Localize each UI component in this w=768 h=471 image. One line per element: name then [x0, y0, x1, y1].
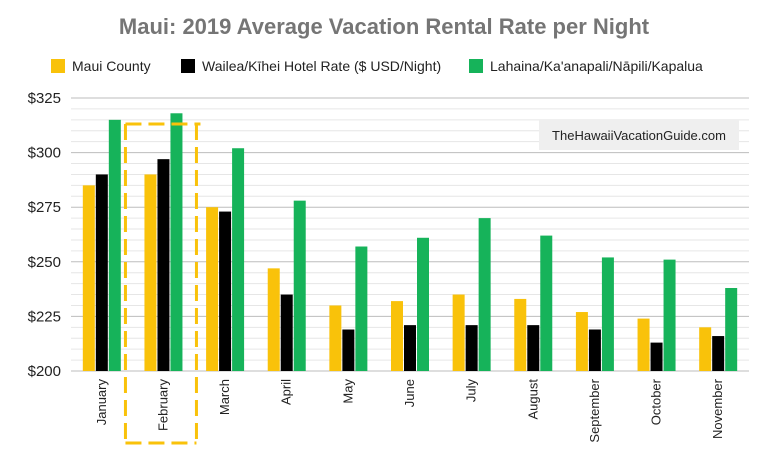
x-tick-label: June [402, 379, 417, 407]
bar-october-series-1 [637, 318, 650, 371]
x-tick-label: October [649, 378, 664, 425]
legend-label: Lahaina/Ka'anapali/Nāpili/Kapalua [490, 58, 703, 74]
bar-may-series-3 [355, 246, 368, 371]
bar-august-series-1 [514, 298, 527, 371]
bar-may-series-1 [329, 305, 342, 371]
bar-march-series-3 [232, 148, 245, 371]
bar-january-series-3 [108, 119, 121, 371]
x-tick-label: March [217, 379, 232, 415]
watermark-text: TheHawaiiVacationGuide.com [552, 128, 726, 143]
legend: Maui County Wailea/Kīhei Hotel Rate ($ US… [51, 58, 703, 74]
y-tick-label: $200 [28, 363, 61, 380]
legend-label: Wailea/Kīhei Hotel Rate ($ USD/Night) [202, 58, 441, 74]
chart-title: Maui: 2019 Average Vacation Rental Rate … [119, 14, 650, 39]
x-tick-label: January [94, 379, 109, 426]
bar-february-series-2 [157, 159, 170, 371]
bar-april-series-2 [280, 294, 293, 371]
bar-october-series-2 [650, 342, 663, 371]
bar-april-series-1 [267, 268, 280, 371]
x-tick-label: April [279, 379, 294, 405]
y-axis-ticks: $200 $225 $250 $275 $300 $325 [28, 90, 61, 380]
bar-june-series-3 [417, 237, 429, 371]
x-tick-label: July [464, 379, 479, 403]
bar-march-series-2 [219, 211, 232, 371]
legend-swatch-lahaina-ka-anapali-n [469, 59, 483, 73]
y-tick-label: $275 [28, 199, 61, 216]
y-tick-label: $325 [28, 90, 61, 107]
bar-february-series-3 [170, 113, 183, 372]
legend-swatch-wailea-k-hei-hotel-r [181, 59, 195, 73]
bar-november-series-2 [712, 336, 725, 371]
y-tick-label: $250 [28, 254, 61, 271]
watermark-background [539, 120, 739, 150]
bar-january-series-1 [82, 185, 95, 371]
bar-july-series-1 [452, 294, 465, 371]
bar-october-series-3 [663, 259, 676, 371]
x-tick-label: November [710, 378, 725, 439]
bar-march-series-1 [206, 207, 219, 371]
bar-february-series-1 [144, 174, 157, 371]
x-axis-ticks: January February March April May June July Augu… [94, 378, 725, 442]
bar-september-series-2 [588, 329, 601, 371]
legend-label: Maui County [72, 58, 151, 74]
bar-november-series-3 [725, 288, 738, 371]
bar-september-series-1 [575, 312, 588, 371]
x-tick-label: May [340, 379, 355, 404]
bar-july-series-2 [465, 325, 478, 371]
bar-september-series-3 [601, 257, 614, 371]
legend-swatch-maui-county [51, 59, 65, 73]
bar-april-series-3 [293, 200, 306, 371]
bar-august-series-3 [540, 235, 553, 371]
bar-july-series-3 [478, 218, 491, 371]
bar-june-series-2 [404, 325, 416, 371]
bar-august-series-2 [527, 325, 540, 371]
bars [82, 113, 738, 372]
february-highlight [123, 122, 201, 445]
watermark: TheHawaiiVacationGuide.com [539, 120, 739, 150]
x-tick-label: February [155, 379, 170, 432]
bar-may-series-2 [342, 329, 355, 371]
bar-june-series-1 [391, 301, 403, 371]
x-tick-label: September [587, 378, 602, 442]
y-tick-label: $300 [28, 145, 61, 162]
bar-november-series-1 [699, 327, 712, 371]
x-tick-label: August [525, 379, 540, 420]
bar-january-series-2 [95, 174, 108, 371]
y-tick-label: $225 [28, 308, 61, 325]
